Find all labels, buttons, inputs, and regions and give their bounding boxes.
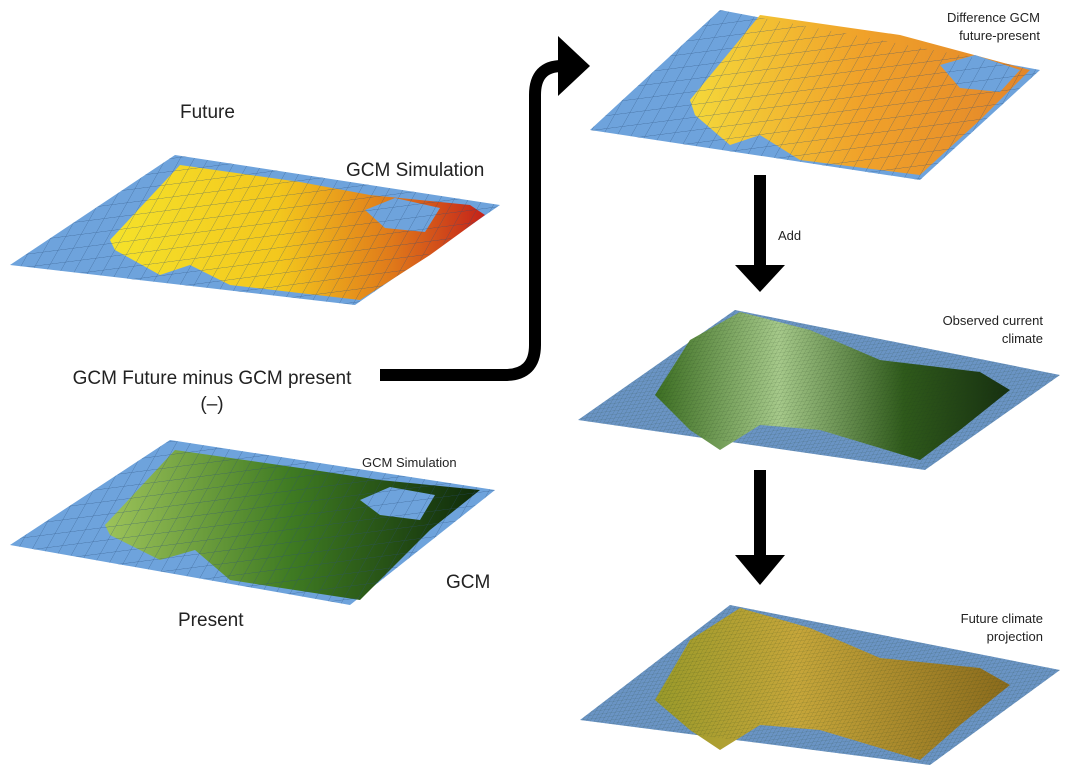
observed-surface [578, 310, 1060, 470]
subtract-label: (–) [200, 394, 223, 415]
observed-title: Observed current [943, 313, 1044, 328]
present-label: Present [178, 610, 244, 631]
present-model: GCM [446, 572, 490, 593]
future-title: GCM Simulation [346, 160, 484, 181]
difference-title: Difference GCM [947, 10, 1040, 25]
add-label: Add [778, 228, 801, 243]
subtract-label: GCM Future minus GCM present [73, 368, 352, 389]
present-title: GCM Simulation [362, 455, 457, 470]
arrow-head [735, 265, 785, 292]
diagram: Future GCM Simulation GCM Simulation GCM… [0, 0, 1076, 771]
projection-title: projection [987, 629, 1043, 644]
difference-title: future-present [959, 28, 1040, 43]
projection-title: Future climate [961, 611, 1043, 626]
arrow-head [558, 36, 590, 96]
arrow-head [735, 555, 785, 585]
future-label: Future [180, 102, 235, 123]
observed-title: climate [1002, 331, 1043, 346]
